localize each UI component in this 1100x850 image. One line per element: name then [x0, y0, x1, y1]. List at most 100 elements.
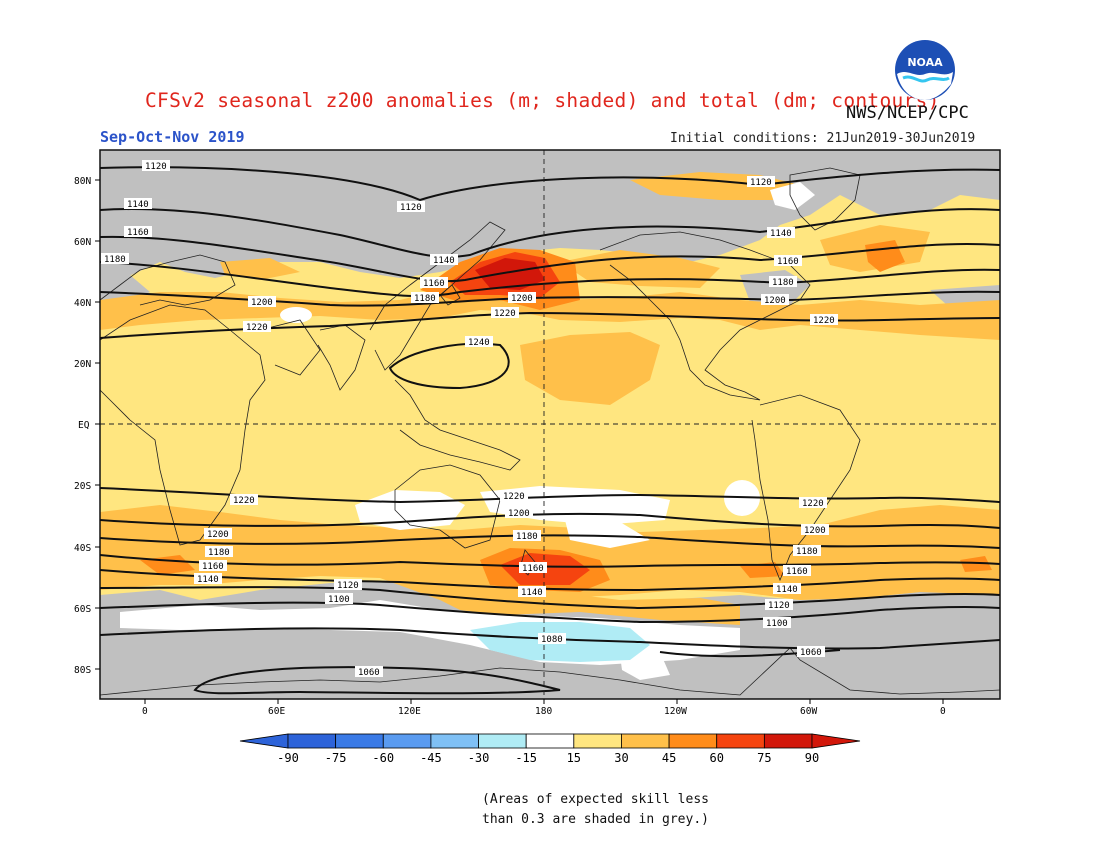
contour-label: 1120: [747, 176, 775, 188]
svg-text:1180: 1180: [772, 278, 794, 288]
orange-patch-asia: [220, 258, 300, 280]
lon-tick: 180: [535, 699, 552, 717]
colorbar-label: -45: [420, 751, 442, 765]
contour-label: 1160: [774, 255, 802, 267]
contour-label: 1180: [411, 292, 439, 304]
svg-text:1120: 1120: [400, 203, 422, 213]
colorbar-left-arrow: [239, 733, 289, 749]
lon-axis: 0 60E 120E 180 120W 60W 0: [142, 699, 946, 717]
colorbar-label: 15: [567, 751, 581, 765]
svg-text:20N: 20N: [74, 359, 91, 370]
svg-text:1140: 1140: [776, 585, 798, 595]
colorbar-cell: [478, 733, 527, 749]
contour-label: 1100: [325, 593, 353, 605]
contour-s1200: [100, 512, 1000, 529]
contour-label: 1160: [124, 226, 152, 238]
lon-tick: 120E: [398, 699, 421, 717]
contour-label: 1080: [538, 633, 566, 645]
svg-text:60S: 60S: [74, 604, 91, 615]
contour-s1080: [100, 627, 1000, 650]
contour-label: 1140: [773, 583, 801, 595]
colorbar-labels: -90 -75 -60 -45 -30 -15 15 30 45 60 75 90: [277, 751, 819, 765]
skill-note-line1: (Areas of expected skill less: [482, 792, 709, 807]
svg-text:1100: 1100: [766, 619, 788, 629]
lat-tick: 20N: [74, 359, 100, 370]
lat-tick: 60S: [74, 604, 100, 615]
lat-tick: 80S: [74, 665, 100, 676]
contour-label: 1120: [397, 201, 425, 213]
svg-text:1160: 1160: [423, 279, 445, 289]
contour-label: 1160: [519, 562, 547, 574]
svg-text:80S: 80S: [74, 665, 91, 676]
svg-text:1200: 1200: [251, 298, 273, 308]
colorbar-cell: [525, 733, 575, 749]
noaa-logo-icon: NOAA: [895, 40, 955, 100]
contour-label: 1200: [508, 292, 536, 304]
svg-text:1220: 1220: [802, 499, 824, 509]
anomaly-shading: [100, 150, 1000, 699]
svg-text:1140: 1140: [770, 229, 792, 239]
svg-text:60W: 60W: [800, 706, 817, 717]
colorbar-cell: [716, 733, 765, 749]
coast-seasia: [394, 379, 521, 471]
contour-label: 1220: [810, 314, 838, 326]
svg-text:80N: 80N: [74, 176, 91, 187]
contour-label: 1200: [761, 294, 789, 306]
contour-label: 1180: [101, 253, 129, 265]
contour-label: 1220: [230, 494, 258, 506]
contour-label: 1160: [199, 560, 227, 572]
svg-text:0: 0: [940, 706, 946, 717]
svg-text:1220: 1220: [246, 323, 268, 333]
contour-s1180: [100, 534, 1000, 549]
svg-text:1140: 1140: [197, 575, 219, 585]
colorbar-label: 60: [710, 751, 724, 765]
svg-text:0: 0: [142, 706, 148, 717]
colorbar-cell: [287, 733, 337, 749]
contour-label: 1060: [355, 666, 383, 678]
contour-label: 1060: [797, 646, 825, 658]
svg-text:1080: 1080: [541, 635, 563, 645]
height-contours: [100, 166, 1000, 695]
contour-label: 1140: [518, 586, 546, 598]
noaa-logo-text: NOAA: [907, 56, 943, 69]
svg-text:1140: 1140: [127, 200, 149, 210]
svg-text:1120: 1120: [337, 581, 359, 591]
contour-label: 1120: [142, 160, 170, 172]
contour-label: 1140: [430, 254, 458, 266]
orange45-sh-sam: [740, 562, 785, 578]
white-patch-ross: [620, 652, 670, 680]
contour-label: 1180: [793, 545, 821, 557]
svg-text:120E: 120E: [398, 706, 421, 717]
colorbar-cell: [763, 733, 813, 749]
contour-s1220: [100, 487, 1000, 504]
svg-text:1240: 1240: [468, 338, 490, 348]
svg-text:1220: 1220: [233, 496, 255, 506]
lat-tick: EQ: [78, 420, 100, 431]
svg-text:40N: 40N: [74, 298, 91, 309]
white-arctic-na: [770, 182, 815, 210]
contour-1240: [388, 342, 510, 390]
coast-north-america: [599, 231, 811, 401]
colorbar-cell: [621, 733, 670, 749]
contour-label: 1200: [204, 528, 232, 540]
colorbar-cell: [430, 733, 479, 749]
svg-text:1200: 1200: [764, 296, 786, 306]
contour-label: 1100: [763, 617, 791, 629]
lon-tick: 0: [142, 699, 148, 717]
svg-text:60N: 60N: [74, 237, 91, 248]
orange-band-nh: [100, 282, 1000, 340]
colorbar-cells: [287, 733, 813, 749]
contour-s1120: [100, 586, 1000, 610]
svg-text:1180: 1180: [796, 547, 818, 557]
colorbar-right-arrow: [811, 733, 861, 749]
contour-label: 1220: [500, 490, 528, 502]
contour-label: 1160: [783, 565, 811, 577]
svg-text:1120: 1120: [768, 601, 790, 611]
svg-text:1200: 1200: [511, 294, 533, 304]
colorbar-label: -15: [515, 751, 537, 765]
contour-s1140: [100, 569, 1000, 592]
colorbar-label: 45: [662, 751, 676, 765]
lon-tick: 120W: [664, 699, 687, 717]
contour-1180: [100, 261, 1000, 298]
contour-label: 1140: [124, 198, 152, 210]
